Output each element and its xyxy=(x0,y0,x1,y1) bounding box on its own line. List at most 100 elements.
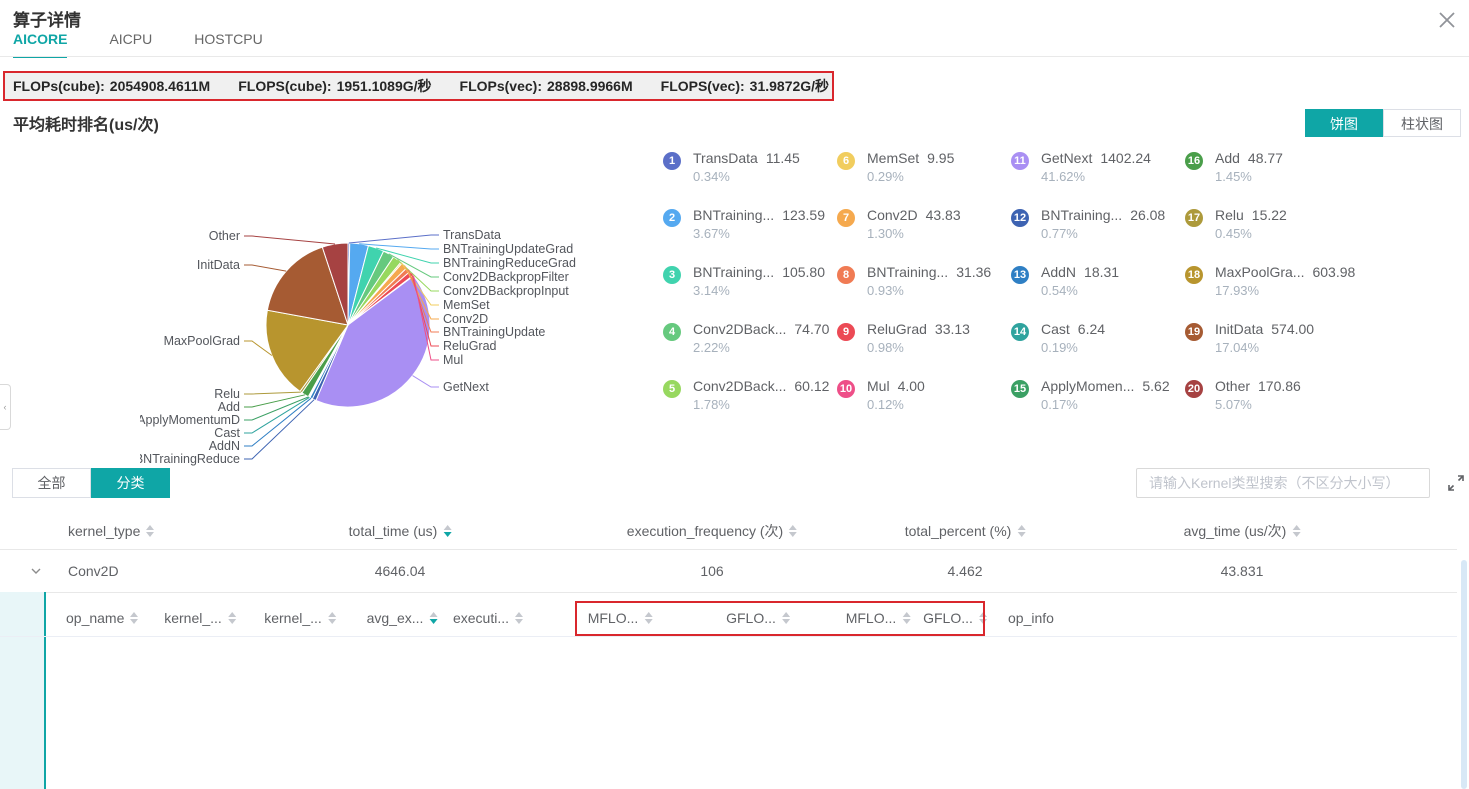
legend-item-Conv2D[interactable]: 7 Conv2D 43.83 1.30% xyxy=(837,207,1011,264)
chart-section-title: 平均耗时排名(us/次) xyxy=(13,117,159,134)
op-column-header-6[interactable]: GFLO... xyxy=(726,610,790,626)
close-icon[interactable] xyxy=(1435,8,1459,32)
legend-item-Conv2DBackpropFilter[interactable]: 4 Conv2DBack... 74.70 2.22% xyxy=(663,321,837,378)
op-column-header-label: avg_ex... xyxy=(366,610,424,626)
legend-item-InitData[interactable]: 19 InitData 574.00 17.04% xyxy=(1185,321,1359,378)
sort-caret-icon[interactable] xyxy=(146,525,155,537)
filter-all-button[interactable]: 全部 xyxy=(12,468,91,498)
column-header-label: execution_frequency (次) xyxy=(626,523,784,539)
op-column-header-5[interactable]: MFLO... xyxy=(588,610,653,626)
pie-label-ReluGrad: ReluGrad xyxy=(443,339,497,353)
op-column-header-8[interactable]: GFLO... xyxy=(923,610,987,626)
op-column-header-4[interactable]: executi... xyxy=(453,610,524,626)
op-column-header-3[interactable]: avg_ex... xyxy=(367,610,438,626)
column-header-label: avg_time (us/次) xyxy=(1183,523,1287,539)
expanded-row-accent xyxy=(44,592,46,789)
kernel-search-input[interactable] xyxy=(1136,468,1430,498)
pie-label-BNTrainingUpdateGrad: BNTrainingUpdateGrad xyxy=(443,242,573,256)
legend-rank-badge: 20 xyxy=(1185,380,1203,398)
sort-caret-icon[interactable] xyxy=(130,612,139,624)
sort-caret-icon[interactable] xyxy=(429,612,438,624)
op-column-header-label: op_info xyxy=(1008,610,1054,626)
op-column-header-9[interactable]: op_info xyxy=(1008,610,1054,626)
legend-item-GetNext[interactable]: 11 GetNext 1402.24 41.62% xyxy=(1011,150,1185,207)
pie-slice-MaxPoolGrad[interactable] xyxy=(265,309,349,393)
vertical-scrollbar[interactable] xyxy=(1461,560,1467,789)
legend-label: InitData 574.00 xyxy=(1215,321,1314,337)
legend-item-BNTrainingUpdate[interactable]: 8 BNTraining... 31.36 0.93% xyxy=(837,264,1011,321)
sort-caret-icon[interactable] xyxy=(227,612,236,624)
pie-legend: 1 TransData 11.45 0.34% 2 BNTraining... 123.59… xyxy=(663,150,1359,435)
legend-item-BNTrainingReduce[interactable]: 12 BNTraining... 26.08 0.77% xyxy=(1011,207,1185,264)
bar-chart-button[interactable]: 柱状图 xyxy=(1383,109,1461,137)
legend-rank-badge: 3 xyxy=(663,266,681,284)
legend-label: Conv2D 43.83 xyxy=(867,207,961,223)
sort-caret-icon[interactable] xyxy=(443,525,452,537)
table-row[interactable]: Conv2D 4646.04 106 4.462 43.831 xyxy=(0,549,1457,593)
sort-caret-icon[interactable] xyxy=(1017,525,1026,537)
legend-item-TransData[interactable]: 1 TransData 11.45 0.34% xyxy=(663,150,837,207)
sort-caret-icon[interactable] xyxy=(327,612,336,624)
column-header-2[interactable]: execution_frequency (次) xyxy=(626,521,798,541)
tab-hostcpu[interactable]: HOSTCPU xyxy=(194,31,263,47)
legend-name: AddN xyxy=(1041,264,1077,280)
sort-caret-icon[interactable] xyxy=(1292,525,1301,537)
legend-item-Relu[interactable]: 17 Relu 15.22 0.45% xyxy=(1185,207,1359,264)
legend-value: 9.95 xyxy=(927,150,955,166)
legend-item-Cast[interactable]: 14 Cast 6.24 0.19% xyxy=(1011,321,1185,378)
sort-caret-icon[interactable] xyxy=(902,612,911,624)
tab-aicore[interactable]: AICORE xyxy=(13,31,68,58)
sort-caret-icon[interactable] xyxy=(978,612,987,624)
sort-caret-icon[interactable] xyxy=(781,612,790,624)
left-drawer-handle[interactable]: ‹ xyxy=(0,384,11,430)
tab-aicpu[interactable]: AICPU xyxy=(109,31,153,47)
legend-item-MemSet[interactable]: 6 MemSet 9.95 0.29% xyxy=(837,150,1011,207)
op-column-header-label: MFLO... xyxy=(845,610,897,626)
legend-name: Mul xyxy=(867,378,890,394)
chevron-down-icon[interactable] xyxy=(30,565,42,577)
legend-item-Other[interactable]: 20 Other 170.86 5.07% xyxy=(1185,378,1359,435)
pie-label-TransData: TransData xyxy=(443,228,501,242)
pie-label-leader xyxy=(413,275,439,361)
row-cell-2: 106 xyxy=(700,562,724,579)
column-header-0[interactable]: kernel_type xyxy=(68,523,155,539)
legend-value: 31.36 xyxy=(956,264,992,280)
legend-item-ReluGrad[interactable]: 9 ReluGrad 33.13 0.98% xyxy=(837,321,1011,378)
legend-item-Add[interactable]: 16 Add 48.77 1.45% xyxy=(1185,150,1359,207)
pie-label-leader xyxy=(244,340,273,356)
column-header-3[interactable]: total_percent (%) xyxy=(905,523,1026,539)
legend-item-Conv2DBackpropInput[interactable]: 5 Conv2DBack... 60.12 1.78% xyxy=(663,378,837,435)
column-header-4[interactable]: avg_time (us/次) xyxy=(1184,521,1301,541)
legend-item-ApplyMomentumD[interactable]: 15 ApplyMomen... 5.62 0.17% xyxy=(1011,378,1185,435)
pie-label-leader xyxy=(348,234,439,244)
legend-name: Conv2D xyxy=(867,207,918,223)
legend-item-AddN[interactable]: 13 AddN 18.31 0.54% xyxy=(1011,264,1185,321)
op-column-header-0[interactable]: op_name xyxy=(66,610,139,626)
legend-item-Mul[interactable]: 10 Mul 4.00 0.12% xyxy=(837,378,1011,435)
pie-slice-GetNext[interactable] xyxy=(315,275,431,408)
column-header-label: total_percent (%) xyxy=(904,523,1012,539)
legend-item-MaxPoolGrad[interactable]: 18 MaxPoolGra... 603.98 17.93% xyxy=(1185,264,1359,321)
column-header-1[interactable]: total_time (us) xyxy=(349,523,452,539)
op-column-header-7[interactable]: MFLO... xyxy=(846,610,911,626)
legend-item-BNTrainingReduceGrad[interactable]: 3 BNTraining... 105.80 3.14% xyxy=(663,264,837,321)
op-column-header-2[interactable]: kernel_... xyxy=(264,610,336,626)
legend-label: BNTraining... 31.36 xyxy=(867,264,991,280)
sort-caret-icon[interactable] xyxy=(515,612,524,624)
legend-value: 15.22 xyxy=(1251,207,1287,223)
sort-caret-icon[interactable] xyxy=(644,612,653,624)
fullscreen-toggle-icon[interactable] xyxy=(1448,475,1464,491)
legend-percent: 0.12% xyxy=(867,397,904,412)
filter-category-button[interactable]: 分类 xyxy=(91,468,170,498)
pie-label-Other: Other xyxy=(209,229,240,243)
sort-caret-icon[interactable] xyxy=(789,525,798,537)
op-column-header-1[interactable]: kernel_... xyxy=(164,610,236,626)
legend-label: Conv2DBack... 74.70 xyxy=(693,321,829,337)
legend-value: 33.13 xyxy=(934,321,970,337)
pie-chart-button[interactable]: 饼图 xyxy=(1305,109,1383,137)
op-table-row[interactable]: Default/network-TrainOneStepCell/network… xyxy=(0,636,1457,789)
expanded-row-strip xyxy=(0,592,44,789)
legend-name: BNTraining... xyxy=(693,207,775,223)
legend-rank-badge: 4 xyxy=(663,323,681,341)
legend-item-BNTrainingUpdateGrad[interactable]: 2 BNTraining... 123.59 3.67% xyxy=(663,207,837,264)
